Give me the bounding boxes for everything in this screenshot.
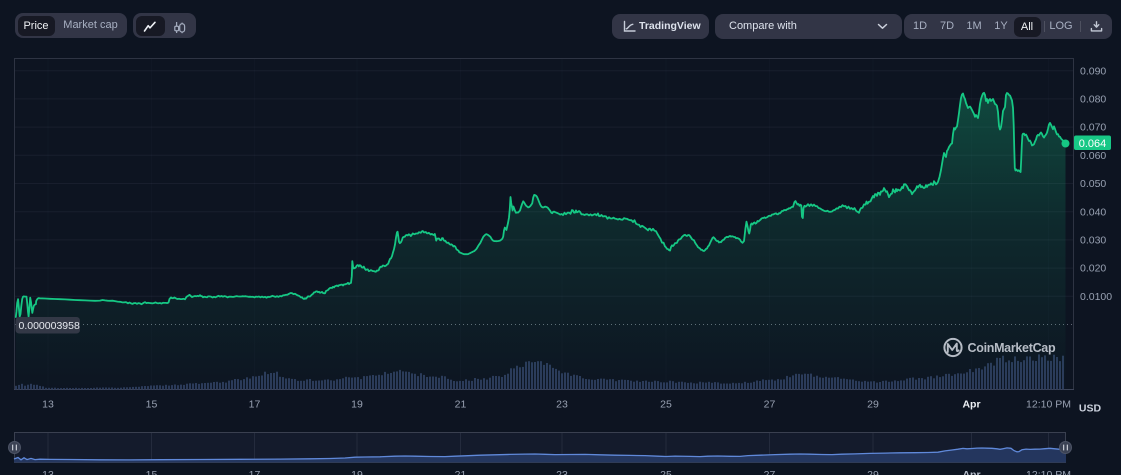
svg-text:0.070: 0.070 — [1080, 122, 1106, 134]
svg-text:29: 29 — [867, 469, 879, 475]
svg-text:0.050: 0.050 — [1080, 178, 1106, 190]
svg-text:0.030: 0.030 — [1080, 235, 1106, 247]
svg-text:0.020: 0.020 — [1080, 263, 1106, 275]
svg-text:27: 27 — [764, 399, 776, 411]
svg-text:12:10 PM: 12:10 PM — [1026, 399, 1071, 411]
svg-text:21: 21 — [455, 469, 467, 475]
svg-text:13: 13 — [42, 399, 54, 411]
svg-text:19: 19 — [351, 469, 363, 475]
svg-text:25: 25 — [660, 469, 672, 475]
svg-text:27: 27 — [764, 469, 776, 475]
svg-text:13: 13 — [42, 469, 54, 475]
svg-text:25: 25 — [660, 399, 672, 411]
svg-text:17: 17 — [249, 399, 261, 411]
svg-text:0.060: 0.060 — [1080, 150, 1106, 162]
svg-text:15: 15 — [146, 399, 158, 411]
svg-text:29: 29 — [867, 399, 879, 411]
svg-text:Apr: Apr — [962, 469, 980, 475]
svg-text:USD: USD — [1079, 403, 1102, 415]
svg-text:19: 19 — [351, 399, 363, 411]
svg-text:Apr: Apr — [962, 399, 980, 411]
svg-text:23: 23 — [556, 399, 568, 411]
svg-text:0.040: 0.040 — [1080, 206, 1106, 218]
svg-text:17: 17 — [249, 469, 261, 475]
svg-text:0.000003958: 0.000003958 — [19, 320, 80, 332]
svg-text:0.064: 0.064 — [1079, 138, 1107, 150]
svg-text:0.0100: 0.0100 — [1080, 291, 1112, 303]
svg-text:23: 23 — [556, 469, 568, 475]
svg-text:0.080: 0.080 — [1080, 94, 1106, 106]
svg-text:0.090: 0.090 — [1080, 65, 1106, 77]
svg-text:15: 15 — [146, 469, 158, 475]
svg-text:12:10 PM: 12:10 PM — [1026, 469, 1071, 475]
svg-text:21: 21 — [455, 399, 467, 411]
svg-text:CoinMarketCap: CoinMarketCap — [968, 341, 1056, 355]
